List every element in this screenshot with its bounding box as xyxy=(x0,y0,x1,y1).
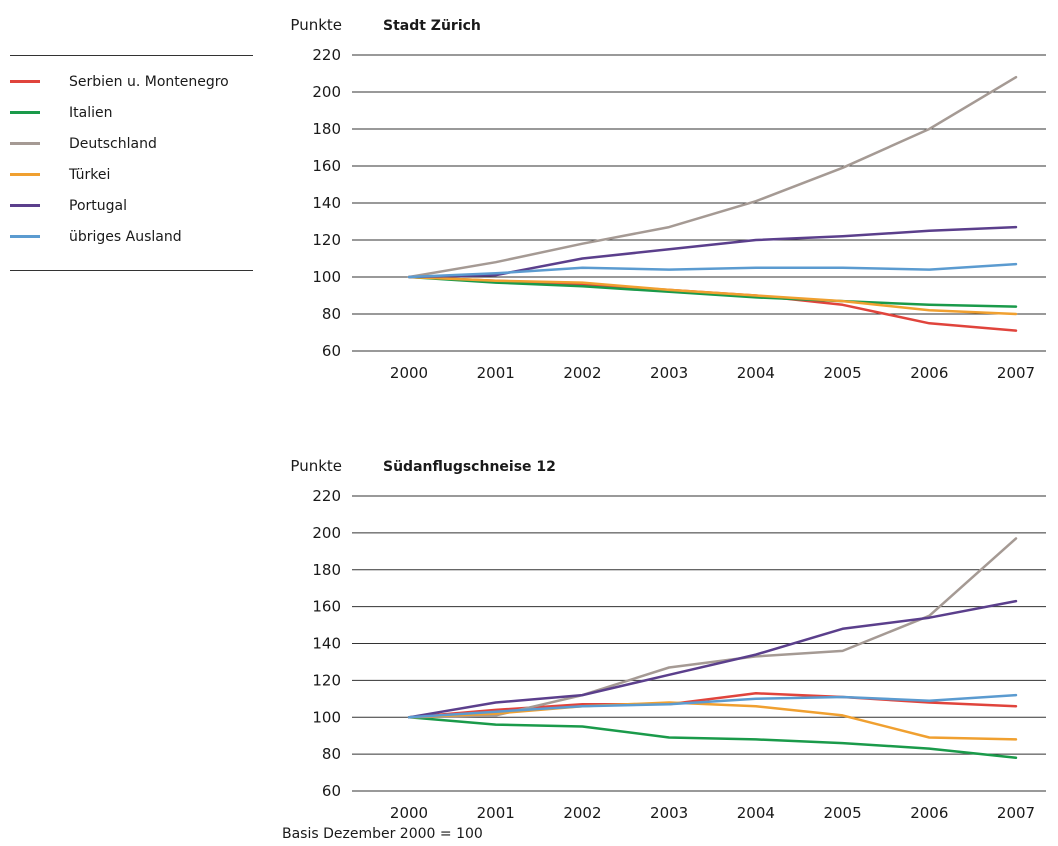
legend-swatch xyxy=(10,111,40,114)
legend-label: Türkei xyxy=(69,166,111,183)
y-tick-label: 80 xyxy=(322,745,341,763)
y-tick-label: 160 xyxy=(312,598,341,616)
legend-label: Italien xyxy=(69,104,113,121)
x-tick-label: 2007 xyxy=(997,804,1035,822)
x-tick-label: 2006 xyxy=(910,364,948,382)
legend-item: Türkei xyxy=(10,159,253,190)
y-tick-label: 140 xyxy=(312,635,341,653)
legend-items: Serbien u. Montenegro Italien Deutschland T… xyxy=(10,66,253,252)
legend-item: Italien xyxy=(10,97,253,128)
legend-label: übriges Ausland xyxy=(69,228,182,245)
y-tick-label: 180 xyxy=(312,561,341,579)
legend-swatch xyxy=(10,142,40,145)
series-line-italien xyxy=(407,716,1018,760)
y-tick-label: 200 xyxy=(312,83,341,101)
footnote: Basis Dezember 2000 = 100 xyxy=(282,826,483,842)
series-line-übriges-ausland xyxy=(407,262,1018,279)
series-line-türkei xyxy=(407,701,1018,741)
x-tick-label: 2001 xyxy=(477,804,515,822)
x-tick-label: 2002 xyxy=(563,364,601,382)
legend-item: Portugal xyxy=(10,190,253,221)
legend-item: übriges Ausland xyxy=(10,221,253,252)
x-tick-label: 2005 xyxy=(823,804,861,822)
y-tick-label: 220 xyxy=(312,487,341,505)
y-tick-label: 100 xyxy=(312,708,341,726)
x-tick-label: 2001 xyxy=(477,364,515,382)
y-tick-label: 60 xyxy=(322,342,341,360)
legend-swatch xyxy=(10,204,40,207)
x-tick-label: 2000 xyxy=(390,364,428,382)
legend-swatch xyxy=(10,235,40,238)
x-tick-label: 2000 xyxy=(390,804,428,822)
x-tick-label: 2007 xyxy=(997,364,1035,382)
x-tick-label: 2003 xyxy=(650,804,688,822)
y-tick-label: 160 xyxy=(312,157,341,175)
series-line-deutschland xyxy=(407,537,1018,719)
x-tick-label: 2004 xyxy=(737,364,775,382)
legend-swatch xyxy=(10,80,40,83)
y-tick-label: 100 xyxy=(312,268,341,286)
chart-title: Südanflugschneise 12 xyxy=(383,459,556,475)
y-tick-label: 200 xyxy=(312,524,341,542)
legend-item: Deutschland xyxy=(10,128,253,159)
x-tick-label: 2005 xyxy=(823,364,861,382)
y-tick-label: 80 xyxy=(322,305,341,323)
x-tick-label: 2004 xyxy=(737,804,775,822)
legend-label: Portugal xyxy=(69,197,127,214)
y-tick-label: 140 xyxy=(312,194,341,212)
series-line-türkei xyxy=(407,275,1018,316)
y-axis-label: Punkte xyxy=(290,16,342,34)
y-tick-label: 220 xyxy=(312,46,341,64)
legend-top-rule xyxy=(10,55,253,56)
x-tick-label: 2002 xyxy=(563,804,601,822)
x-tick-label: 2003 xyxy=(650,364,688,382)
series-line-portugal xyxy=(407,599,1018,719)
legend: Serbien u. Montenegro Italien Deutschland T… xyxy=(10,55,253,271)
y-tick-label: 120 xyxy=(312,671,341,689)
y-tick-label: 180 xyxy=(312,120,341,138)
legend-item: Serbien u. Montenegro xyxy=(10,66,253,97)
chart-title: Stadt Zürich xyxy=(383,18,481,34)
x-tick-label: 2006 xyxy=(910,804,948,822)
series-line-serbien-u-montenegro xyxy=(407,692,1018,719)
legend-bottom-rule xyxy=(10,270,253,271)
y-axis-label: Punkte xyxy=(290,457,342,475)
series-line-deutschland xyxy=(407,75,1018,279)
y-tick-label: 120 xyxy=(312,231,341,249)
series-line-italien xyxy=(407,275,1018,308)
legend-label: Serbien u. Montenegro xyxy=(69,73,229,90)
series-line-übriges-ausland xyxy=(407,693,1018,719)
legend-swatch xyxy=(10,173,40,176)
y-tick-label: 60 xyxy=(322,782,341,800)
legend-label: Deutschland xyxy=(69,135,157,152)
